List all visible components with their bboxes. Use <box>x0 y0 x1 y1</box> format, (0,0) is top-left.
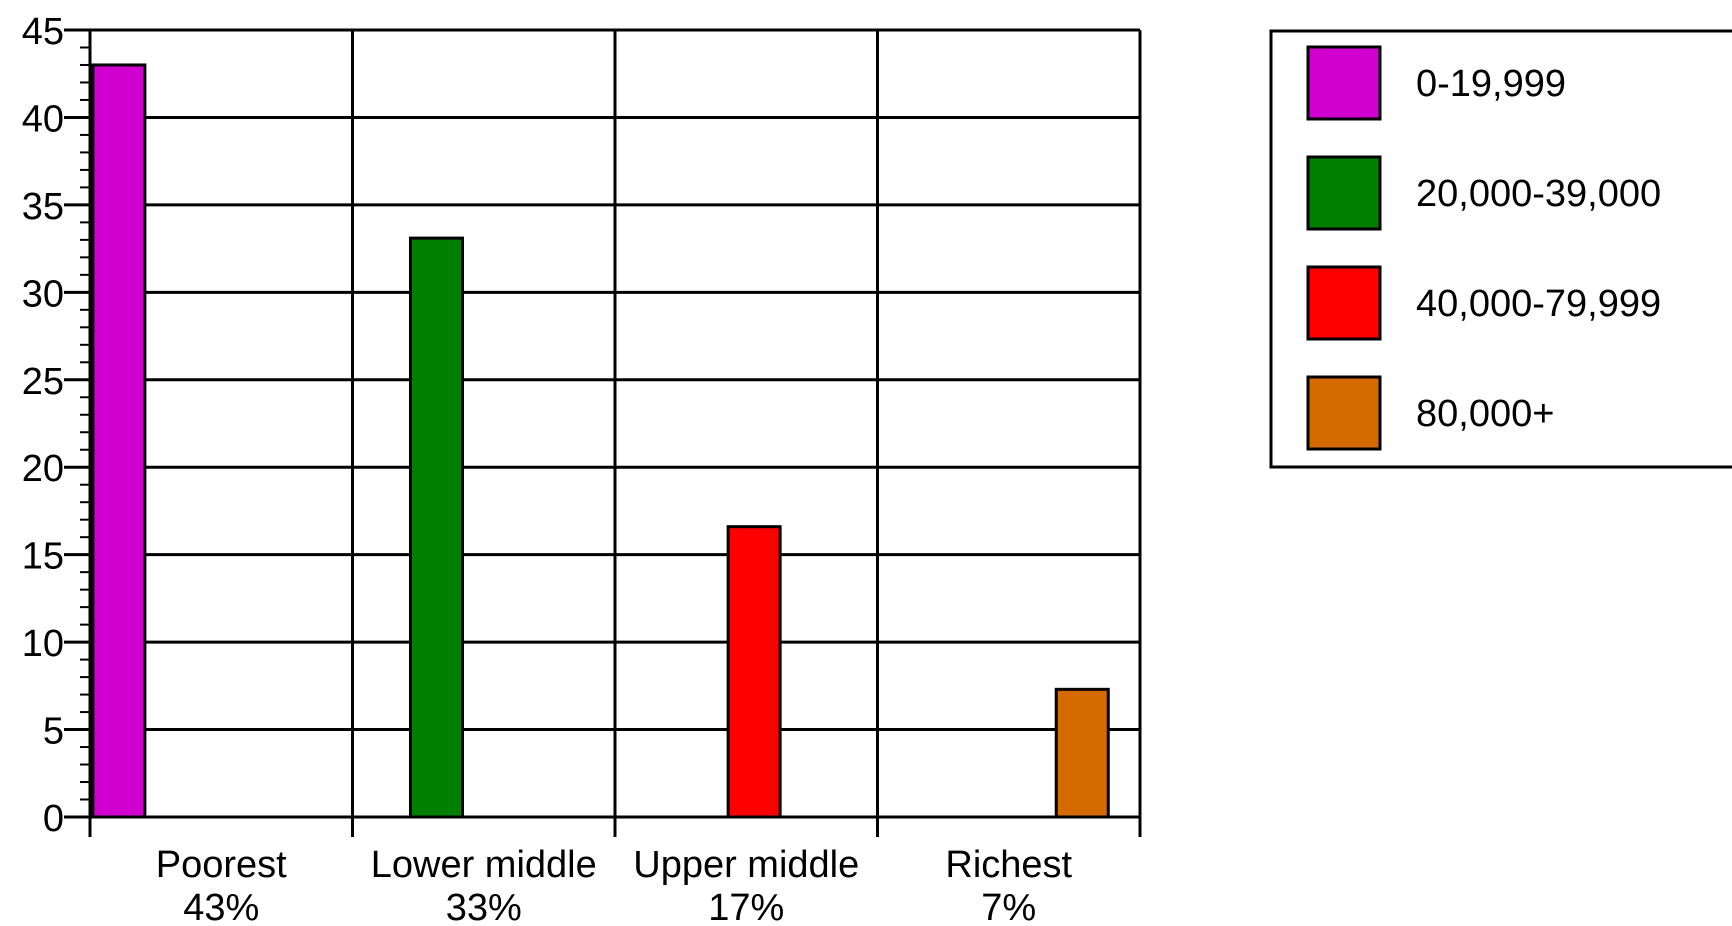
legend-label: 20,000-39,000 <box>1416 173 1661 215</box>
legend-label: 80,000+ <box>1416 393 1554 435</box>
bars <box>91 63 1110 819</box>
legend: 0-19,999 20,000-39,000 40,000-79,999 80,000… <box>1269 29 1732 469</box>
x-category-percent: 43% <box>183 887 259 926</box>
gridlines <box>90 28 1142 817</box>
x-category-percent: 17% <box>708 887 784 926</box>
y-tick-label: 45 <box>22 11 64 53</box>
legend-swatch <box>1306 265 1382 341</box>
x-category-label: Poorest <box>156 844 287 886</box>
y-tick-label: 15 <box>22 536 64 578</box>
legend-label: 40,000-79,999 <box>1416 283 1661 325</box>
y-tick-label: 40 <box>22 98 64 140</box>
bar-upper-middle <box>726 525 782 819</box>
y-tick-label: 0 <box>43 798 64 840</box>
y-tick-label: 20 <box>22 448 64 490</box>
y-tick-label: 25 <box>22 361 64 403</box>
y-tick-label: 35 <box>22 186 64 228</box>
legend-swatch <box>1306 45 1382 121</box>
legend-swatch <box>1306 375 1382 451</box>
x-category-label: Richest <box>945 844 1072 886</box>
y-tick-label: 30 <box>22 273 64 315</box>
bar-poorest <box>91 63 147 819</box>
x-category-percent: 33% <box>446 887 522 926</box>
legend-label: 0-19,999 <box>1416 63 1566 105</box>
legend-swatch <box>1306 155 1382 231</box>
bar-richest <box>1054 687 1110 819</box>
x-category-label: Lower middle <box>371 844 597 886</box>
y-tick-label: 10 <box>22 623 64 665</box>
y-axis: 0 5 10 15 20 25 30 35 40 45 <box>22 11 92 840</box>
bar-lower-middle <box>409 236 464 819</box>
y-tick-label: 5 <box>43 711 64 753</box>
x-category-label: Upper middle <box>633 844 859 886</box>
x-category-percent: 7% <box>981 887 1036 926</box>
